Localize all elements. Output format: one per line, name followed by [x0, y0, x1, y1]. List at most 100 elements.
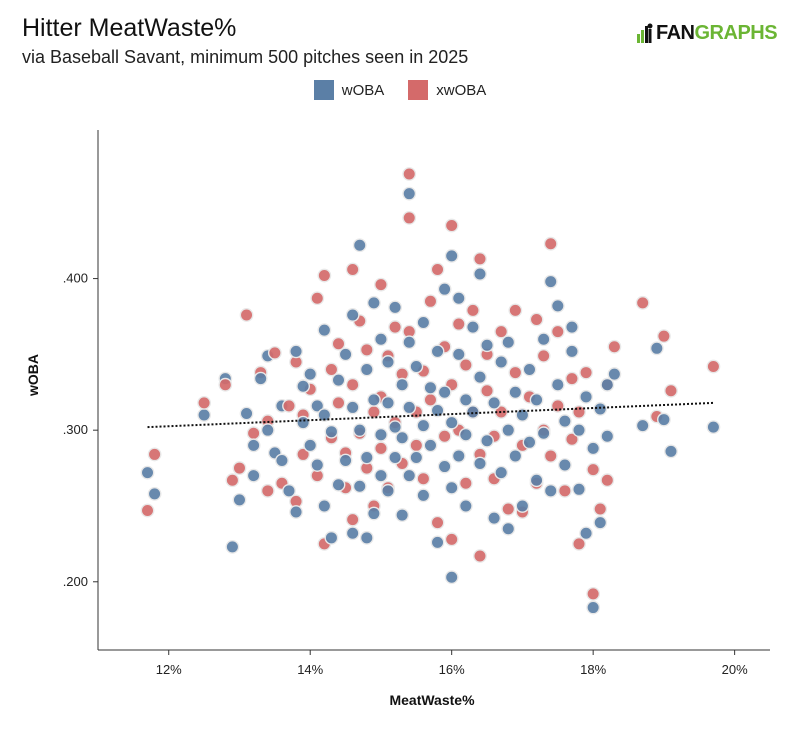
woba-point — [473, 267, 487, 281]
xwoba-point — [565, 432, 579, 447]
woba-point — [402, 400, 417, 415]
xwoba-point — [529, 312, 544, 327]
woba-point — [579, 526, 593, 541]
woba-point — [352, 479, 367, 494]
xwoba-point — [423, 294, 438, 309]
batter-icon — [636, 22, 654, 44]
xwoba-point — [197, 395, 212, 410]
x-tick-label: 14% — [297, 662, 323, 677]
woba-point — [586, 441, 601, 456]
woba-point — [565, 320, 579, 334]
woba-point — [260, 423, 275, 438]
woba-point — [494, 355, 509, 369]
woba-point — [374, 468, 388, 483]
woba-point — [366, 295, 381, 310]
woba-point — [536, 426, 551, 441]
xwoba-point — [458, 476, 473, 491]
y-tick-label: .200 — [63, 574, 88, 589]
woba-point — [444, 415, 459, 430]
woba-point — [572, 482, 586, 497]
chart-subtitle: via Baseball Savant, minimum 500 pitches… — [22, 47, 469, 67]
xwoba-point — [345, 377, 360, 392]
woba-point — [635, 418, 650, 433]
woba-point — [487, 395, 502, 410]
trend-line — [147, 401, 714, 429]
woba-point — [557, 414, 572, 428]
woba-point — [374, 332, 388, 347]
xwoba-point — [345, 512, 360, 527]
xwoba-point — [402, 167, 417, 181]
xwoba-point — [451, 317, 466, 331]
woba-point — [430, 344, 445, 359]
woba-point — [374, 427, 388, 442]
woba-point — [345, 308, 360, 322]
woba-point — [402, 335, 417, 350]
woba-point — [508, 449, 523, 463]
woba-point — [338, 347, 353, 362]
legend-swatch-woba — [313, 80, 334, 100]
xwoba-point — [359, 342, 374, 357]
woba-point — [381, 483, 395, 498]
woba-point — [416, 418, 431, 433]
xwoba-point — [550, 399, 565, 413]
logo-prefix: FAN — [656, 21, 695, 44]
xwoba-point — [409, 438, 424, 453]
xwoba-point — [416, 471, 431, 486]
x-tick-label: 12% — [156, 662, 182, 677]
xwoba-point — [586, 462, 601, 477]
woba-point — [543, 274, 558, 289]
xwoba-point — [140, 503, 155, 518]
woba-point — [416, 315, 431, 330]
woba-point — [572, 423, 586, 438]
woba-point — [402, 186, 417, 201]
x-axis-title: MeatWaste% — [389, 692, 475, 708]
woba-point — [423, 438, 438, 453]
woba-point — [529, 473, 544, 488]
woba-point — [381, 355, 395, 369]
woba-point — [550, 298, 565, 313]
woba-point — [232, 493, 247, 507]
woba-point — [275, 453, 289, 468]
xwoba-point — [656, 329, 671, 344]
woba-point — [282, 483, 296, 498]
woba-point — [522, 435, 537, 450]
xwoba-point — [536, 348, 551, 363]
woba-point — [473, 370, 487, 385]
woba-point — [423, 380, 438, 395]
logo-suffix: GRAPHS — [694, 21, 778, 44]
woba-point — [430, 403, 445, 418]
woba-point — [366, 506, 381, 521]
legend-label-xwoba: xwOBA — [436, 81, 487, 99]
woba-point — [395, 377, 410, 392]
legend: wOBA xwOBA — [0, 80, 800, 100]
woba-point — [395, 508, 410, 522]
woba-point — [225, 540, 240, 554]
xwoba-point — [331, 395, 346, 410]
xwoba-point — [239, 308, 254, 322]
woba-point — [451, 449, 466, 463]
woba-point — [324, 530, 339, 545]
woba-point — [317, 499, 332, 513]
xwoba-point — [607, 339, 622, 354]
xwoba-point — [374, 277, 388, 292]
xwoba-point — [579, 365, 593, 380]
xwoba-point — [586, 587, 601, 601]
woba-point — [515, 499, 530, 513]
xwoba-point — [267, 345, 282, 360]
woba-point — [480, 338, 494, 353]
y-tick-label: .400 — [63, 271, 88, 286]
woba-point — [359, 450, 374, 465]
woba-point — [501, 423, 516, 438]
xwoba-point — [508, 365, 523, 380]
woba-point — [381, 395, 395, 410]
xwoba-point — [480, 383, 494, 398]
woba-point — [458, 499, 473, 513]
woba-point — [366, 392, 381, 407]
woba-point — [557, 458, 572, 472]
xwoba-point — [458, 358, 473, 372]
woba-point — [388, 420, 402, 435]
xwoba-point — [430, 262, 445, 277]
woba-point — [487, 511, 502, 526]
woba-point — [359, 530, 374, 545]
